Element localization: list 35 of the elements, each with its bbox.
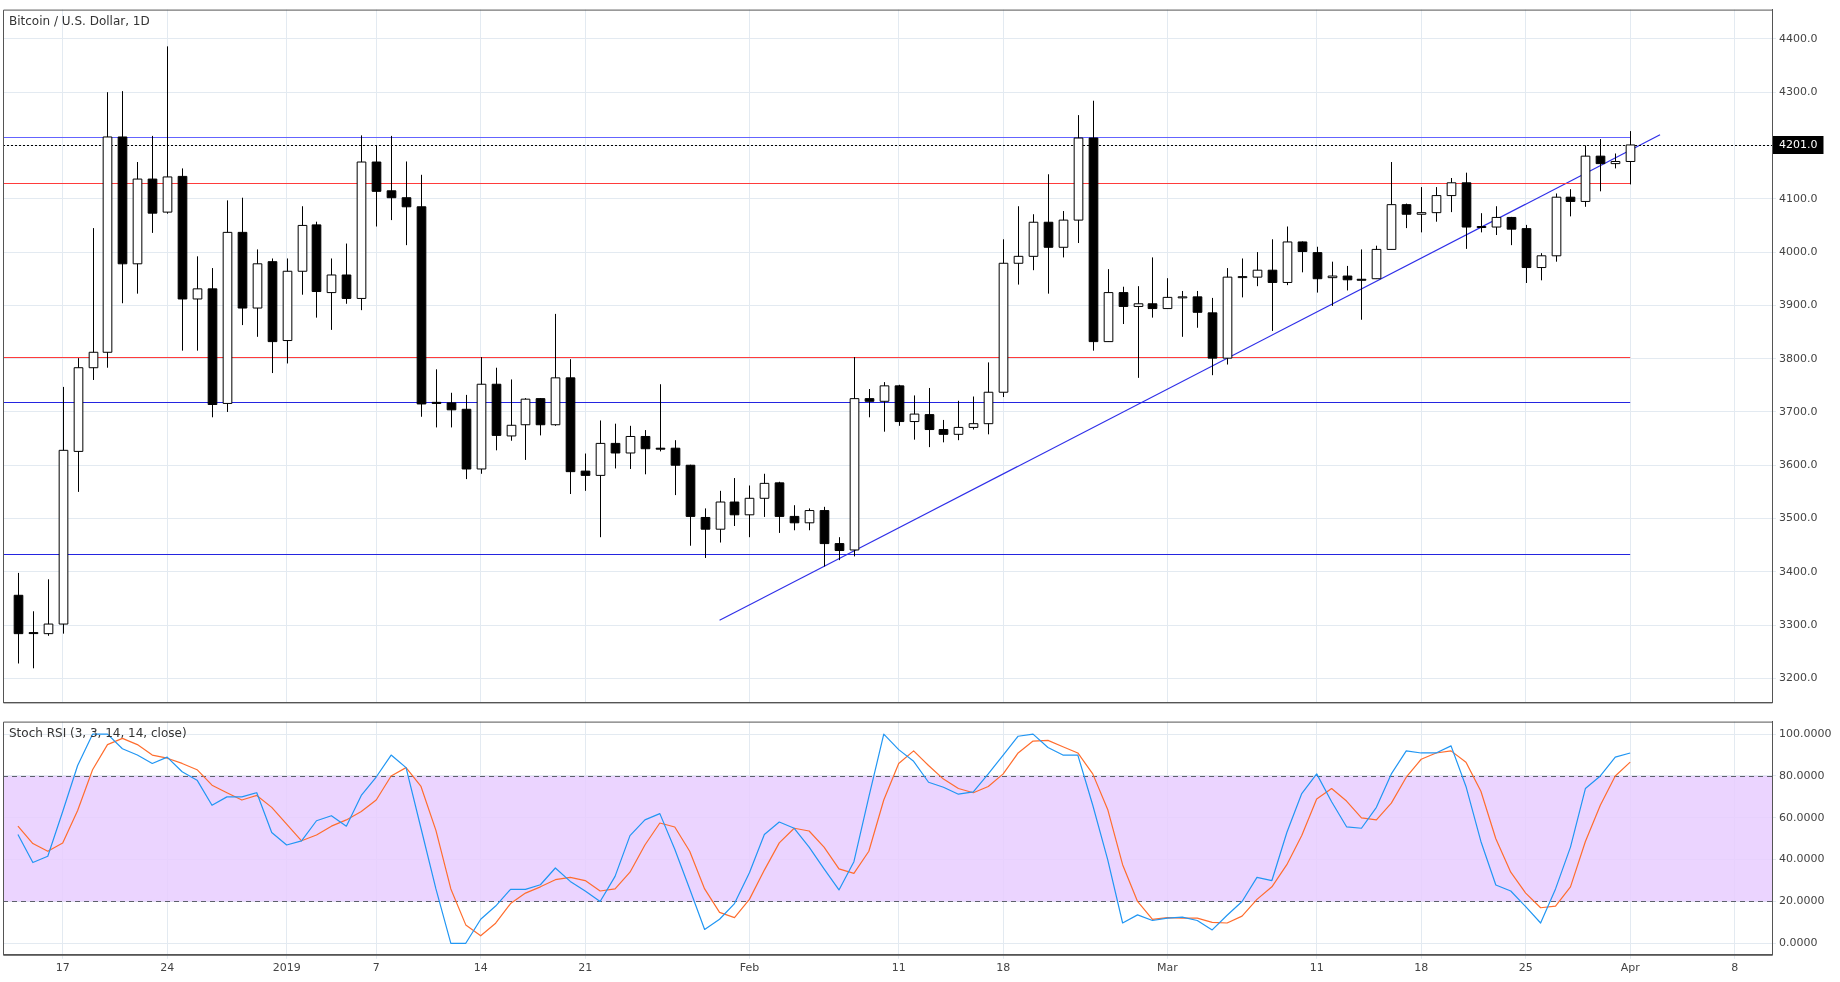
y-tick-label: 3800.0: [1779, 351, 1818, 365]
x-tick-label: 21: [578, 961, 593, 975]
y-tick-label: 40.0000: [1779, 852, 1825, 866]
y-tick-label: 3900.0: [1779, 298, 1818, 312]
x-tick-label: 25: [1518, 961, 1533, 975]
x-tick-label: 7: [372, 961, 380, 975]
y-tick-label: 0.0000: [1779, 936, 1818, 950]
x-tick-label: 17: [55, 961, 70, 975]
y-tick-label: 4000.0: [1779, 244, 1818, 258]
y-tick-label: 4400.0: [1779, 31, 1818, 45]
x-tick-label: 14: [473, 961, 488, 975]
y-tick-label: 20.0000: [1779, 894, 1825, 908]
y-tick-label: 3500.0: [1779, 511, 1818, 525]
ref-line-label: 4201.0: [1779, 137, 1818, 151]
y-tick-label: 4300.0: [1779, 85, 1818, 99]
y-tick-label: 3300.0: [1779, 617, 1818, 631]
x-tick-label: 11: [891, 961, 906, 975]
y-tick-label: 3700.0: [1779, 404, 1818, 418]
x-tick-label: 11: [1309, 961, 1324, 975]
x-tick-label: 18: [1414, 961, 1429, 975]
y-tick-label: 3600.0: [1779, 458, 1818, 472]
x-tick-label: Apr: [1620, 961, 1641, 975]
x-tick-label: 2019: [272, 961, 301, 975]
y-tick-label: 100.0000: [1779, 727, 1832, 741]
x-tick-label: Mar: [1157, 961, 1179, 975]
x-tick-label: 18: [996, 961, 1011, 975]
y-tick-label: 3200.0: [1779, 671, 1818, 685]
chart-title: Bitcoin / U.S. Dollar, 1D: [9, 13, 150, 28]
x-tick-label: Feb: [739, 961, 760, 975]
y-tick-label: 4100.0: [1779, 191, 1818, 205]
y-tick-label: 3400.0: [1779, 564, 1818, 578]
x-tick-label: 8: [1731, 961, 1739, 975]
x-tick-label: 24: [160, 961, 175, 975]
y-tick-label: 60.0000: [1779, 810, 1825, 824]
y-tick-label: 80.0000: [1779, 768, 1825, 782]
